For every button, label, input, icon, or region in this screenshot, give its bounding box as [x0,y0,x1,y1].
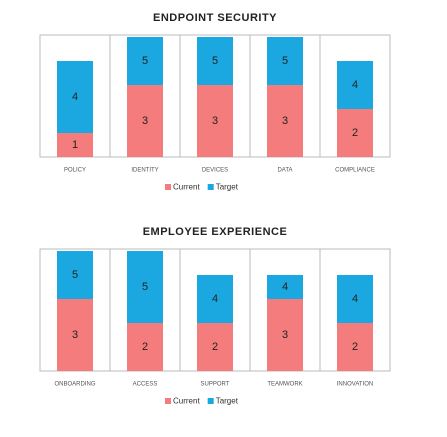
current-label: 3 [72,329,78,341]
target-label: 5 [282,55,288,67]
legend-label: Target [216,397,239,406]
current-bar [197,85,233,157]
current-bar [127,85,163,157]
x-tick-label: SUPPORT [201,382,230,388]
current-label: 1 [72,139,78,151]
chart-title: EMPLOYEE EXPERIENCE [143,226,288,238]
x-tick-label: TEAMWORK [267,382,302,388]
target-label: 4 [352,79,358,91]
target-label: 4 [72,91,78,103]
current-label: 3 [282,115,288,127]
x-tick-label: DATA [277,168,292,174]
current-label: 3 [142,115,148,127]
current-bar [197,323,233,371]
target-label: 4 [212,293,218,305]
current-label: 2 [212,341,218,353]
current-label: 2 [352,341,358,353]
legend-swatch [165,398,171,404]
current-bar [127,323,163,371]
x-tick-label: ONBOARDING [54,382,95,388]
target-label: 5 [142,281,148,293]
target-label: 4 [352,293,358,305]
legend-label: Target [216,183,239,192]
target-label: 5 [212,55,218,67]
current-bar [57,299,93,371]
current-bar [57,133,93,157]
current-label: 2 [352,127,358,139]
current-label: 3 [212,115,218,127]
legend-label: Current [173,183,200,192]
x-tick-label: INNOVATION [337,382,373,388]
current-bar [337,109,373,157]
current-bar [267,85,303,157]
x-tick-label: COMPLIANCE [335,168,375,174]
target-label: 5 [142,55,148,67]
current-label: 2 [142,341,148,353]
legend-label: Current [173,397,200,406]
x-tick-label: DEVICES [202,168,228,174]
target-label: 5 [72,269,78,281]
current-label: 3 [282,329,288,341]
x-tick-label: POLICY [64,168,86,174]
x-tick-label: ACCESS [133,382,158,388]
chart-title: ENDPOINT SECURITY [153,12,277,24]
current-bar [337,323,373,371]
current-bar [267,299,303,371]
legend-swatch [207,398,214,404]
legend-swatch [165,184,171,190]
legend-swatch [207,184,214,190]
x-tick-label: IDENTITY [131,168,158,174]
target-label: 4 [282,281,288,293]
